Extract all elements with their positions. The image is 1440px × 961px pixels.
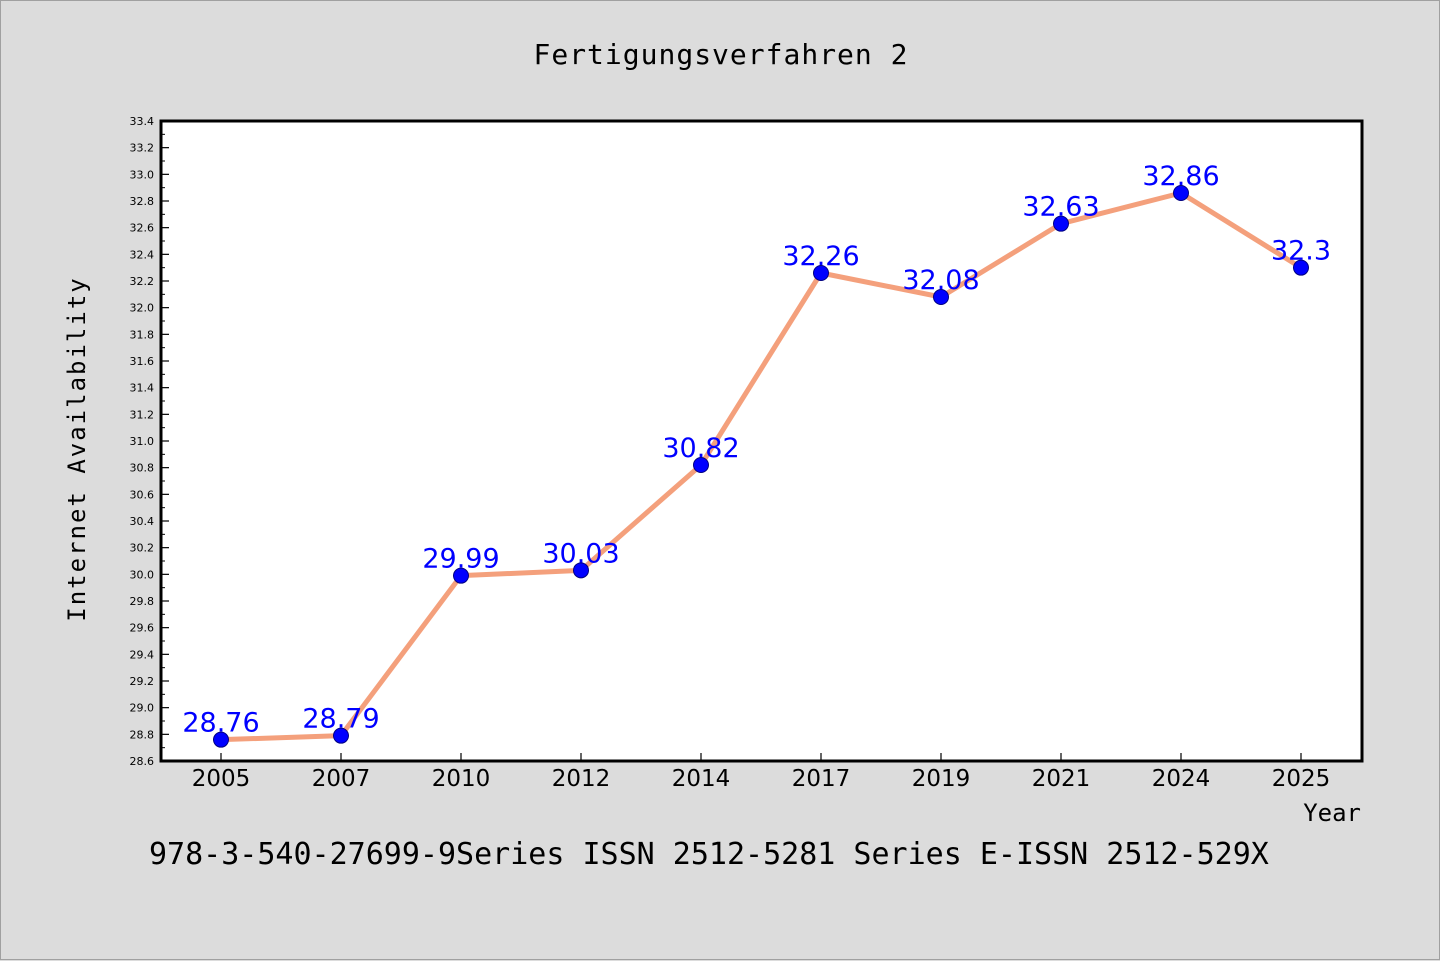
data-point: [453, 567, 469, 584]
data-label: 32.3: [1271, 236, 1331, 267]
data-point: [573, 562, 589, 579]
x-tick-label: 2010: [432, 766, 491, 792]
y-tick-label: 29.4: [130, 648, 155, 661]
chart-title: Fertigungsverfahren 2: [533, 38, 908, 71]
y-tick-label: 31.8: [130, 328, 155, 341]
y-tick-label: 31.6: [130, 355, 155, 368]
y-tick-label: 29.6: [130, 622, 155, 635]
series-line: [218, 190, 1304, 743]
x-tick-label: 2019: [912, 766, 971, 792]
y-tick-label: 30.8: [130, 462, 155, 475]
data-point: [1173, 185, 1189, 201]
x-tick-label: 2014: [672, 766, 731, 792]
data-label: 28.79: [302, 704, 379, 735]
y-tick-label: 30.6: [130, 488, 155, 501]
data-label: 30.03: [542, 538, 619, 569]
data-label: 29.99: [422, 544, 499, 575]
y-axis: 28.6 28.8 29.0 29.2 29.4 29.6 29.8 30.0 30.2 30.4…: [130, 115, 169, 768]
series-layer: 28.76 28.79 29.99 30.03 30.82 32.26 32.08 32.63…: [182, 161, 1331, 748]
y-tick-label: 30.2: [130, 542, 155, 555]
x-tick-label: 2005: [192, 766, 251, 792]
y-tick-label: 32.0: [130, 302, 155, 315]
data-point: [213, 731, 229, 748]
x-tick-label: 2025: [1272, 766, 1331, 792]
y-tick-label: 28.8: [130, 728, 155, 741]
y-tick-label: 31.4: [130, 382, 155, 395]
x-tick-label: 2021: [1032, 766, 1091, 792]
y-tick-label: 33.2: [130, 142, 155, 155]
x-axis: 2005 2007 2010 2012 2014 2017 2019 2021 2024 2025: [192, 753, 1331, 792]
y-tick-label: 31.0: [130, 435, 155, 448]
x-tick-label: 2012: [552, 766, 611, 792]
y-tick-label: 29.0: [130, 702, 155, 715]
data-point: [1053, 215, 1069, 232]
data-label: 32.08: [902, 265, 979, 296]
data-label: 32.63: [1022, 192, 1099, 223]
x-tick-label: 2017: [792, 766, 851, 792]
y-tick-label: 33.0: [130, 168, 155, 181]
x-tick-label: 2007: [312, 766, 371, 792]
y-tick-label: 33.4: [130, 115, 155, 128]
data-label: 28.76: [182, 708, 259, 739]
y-tick-label: 30.4: [130, 515, 155, 528]
x-axis-label: Year: [1303, 799, 1361, 827]
y-tick-label: 32.4: [130, 248, 155, 261]
y-tick-label: 30.0: [130, 568, 155, 581]
y-axis-label: Internet Availability: [63, 276, 91, 621]
footer-isbn-text: 978-3-540-27699-9Series ISSN 2512-5281 S…: [149, 837, 1269, 872]
y-tick-label: 29.8: [130, 595, 155, 608]
data-label: 30.82: [662, 433, 739, 464]
y-tick-label: 31.2: [130, 408, 155, 421]
data-point: [813, 265, 829, 281]
y-tick-label: 32.6: [130, 222, 155, 235]
data-point: [693, 457, 709, 473]
y-tick-label: 28.6: [130, 755, 155, 768]
y-tick-label: 32.2: [130, 275, 155, 288]
y-tick-label: 29.2: [130, 675, 155, 688]
data-label: 32.86: [1142, 161, 1219, 192]
x-tick-label: 2024: [1152, 766, 1211, 792]
data-label: 32.26: [782, 241, 859, 272]
data-point: [333, 727, 349, 744]
plot-area: [159, 119, 1364, 763]
y-tick-label: 32.8: [130, 195, 155, 208]
data-point: [1293, 259, 1309, 276]
data-point: [933, 289, 949, 305]
